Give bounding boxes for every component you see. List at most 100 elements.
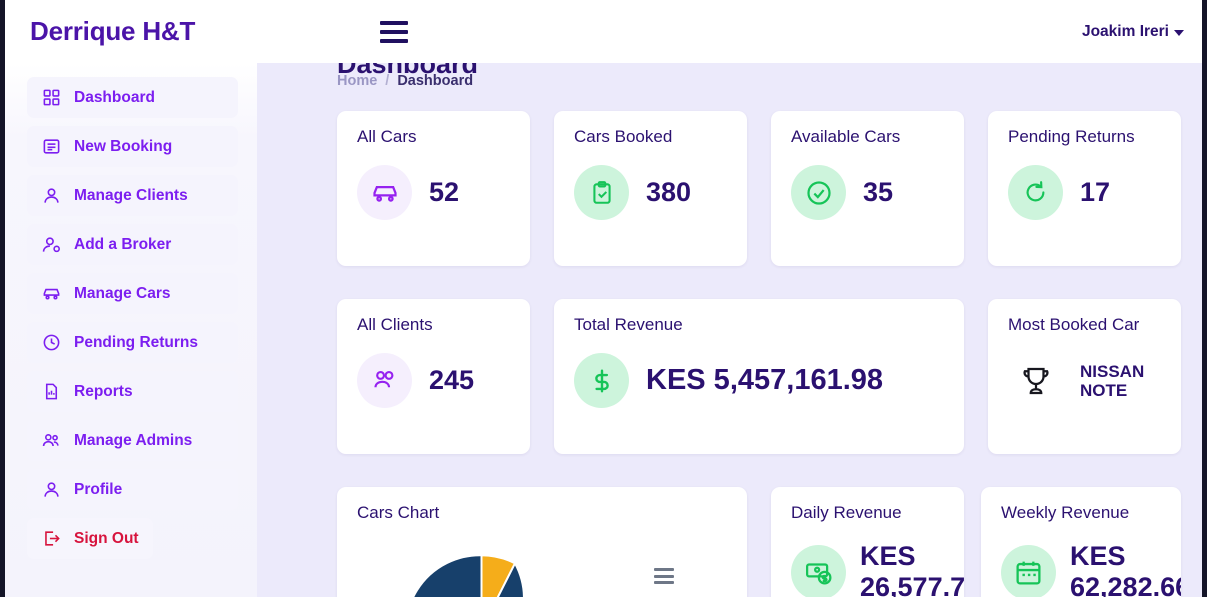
sidebar-label-manage-clients: Manage Clients <box>74 186 188 204</box>
sidebar-label-new-booking: New Booking <box>74 137 173 155</box>
sidebar-label-profile: Profile <box>74 480 123 498</box>
users-icon <box>374 370 394 388</box>
icon-bubble-daily-revenue <box>791 544 846 597</box>
sidebar-label-sign-out: Sign Out <box>74 529 139 547</box>
card-title-all-clients: All Clients <box>357 315 433 334</box>
card-body-available-cars: 35 <box>791 165 964 220</box>
card-title-total-revenue: Total Revenue <box>574 315 683 334</box>
refresh-icon <box>1026 181 1045 202</box>
stat-card-all-clients: All Clients 245 <box>337 299 530 454</box>
card-body-cars-booked: 380 <box>574 165 747 220</box>
icon-bubble-all-cars <box>357 165 412 220</box>
trophy-icon <box>1022 367 1049 394</box>
stat-card-pending-returns: Pending Returns 17 <box>988 111 1181 266</box>
card-title-cars-chart: Cars Chart <box>357 503 440 522</box>
main-content-area: Dashboard Home / Dashboard All Cars 52 C… <box>257 63 1202 597</box>
cars-chart-card: Cars Chart 8.4% Available Cars <box>337 487 747 597</box>
chart-menu-bar-2 <box>654 574 674 578</box>
icon-bubble-weekly-revenue <box>1001 544 1056 597</box>
pie-chart-area: 8.4% Available Cars <box>337 539 747 597</box>
card-body-pending-returns: 17 <box>1008 165 1181 220</box>
hamburger-icon[interactable] <box>380 20 409 43</box>
user-menu-label: Joakim Ireri <box>1081 22 1169 40</box>
sidebar-item-dashboard[interactable]: Dashboard <box>27 77 238 118</box>
sidebar-item-profile[interactable]: Profile <box>27 469 238 510</box>
stat-card-cars-booked: Cars Booked 380 <box>554 111 747 266</box>
sidebar-item-add-a-broker[interactable]: Add a Broker <box>27 224 238 265</box>
card-title-daily-revenue: Daily Revenue <box>791 503 902 522</box>
user-icon <box>44 188 59 203</box>
breadcrumb-separator: / <box>385 73 390 89</box>
icon-bubble-available-cars <box>791 165 846 220</box>
stat-card-most-booked-car: Most Booked Car NISSAN NOTE <box>988 299 1181 454</box>
clock-icon <box>43 334 60 351</box>
stat-card-total-revenue: Total Revenue KES 5,457,161.98 <box>554 299 964 454</box>
users-icon <box>42 434 59 447</box>
sidebar-label-add-a-broker: Add a Broker <box>74 235 172 253</box>
page-title: Dashboard <box>337 63 479 79</box>
icon-bubble-most-booked-car <box>1008 353 1063 408</box>
chevron-down-icon <box>1174 29 1184 36</box>
card-body-all-cars: 52 <box>357 165 530 220</box>
hamburger-bar-1 <box>380 20 409 25</box>
card-value-most-booked-car: NISSAN NOTE <box>1080 361 1145 400</box>
sidebar-item-manage-clients[interactable]: Manage Clients <box>27 175 238 216</box>
top-header-bar: Derrique H&T Joakim Ireri <box>5 0 1202 63</box>
sidebar-label-reports: Reports <box>74 382 133 400</box>
card-value-daily-revenue: KES 26,577.7 <box>860 541 964 597</box>
card-title-available-cars: Available Cars <box>791 127 901 146</box>
breadcrumb-home-link[interactable]: Home <box>337 73 378 89</box>
sidebar-label-pending-returns: Pending Returns <box>74 333 199 351</box>
sidebar-item-reports[interactable]: Reports <box>27 371 238 412</box>
card-value-weekly-revenue: KES 62,282.66 <box>1070 541 1181 597</box>
card-body-daily-revenue: KES 26,577.7 <box>791 541 964 597</box>
user-menu-dropdown[interactable]: Joakim Ireri <box>1082 23 1184 41</box>
card-title-all-cars: All Cars <box>357 127 417 146</box>
check-circle-icon <box>806 180 831 205</box>
chart-menu-bar-3 <box>654 581 674 584</box>
sidebar-label-manage-cars: Manage Cars <box>74 284 171 302</box>
sidebar-item-manage-cars[interactable]: Manage Cars <box>27 273 238 314</box>
sidebar-item-manage-admins[interactable]: Manage Admins <box>27 420 238 461</box>
icon-bubble-cars-booked <box>574 165 629 220</box>
card-title-weekly-revenue: Weekly Revenue <box>1001 503 1130 522</box>
card-body-all-clients: 245 <box>357 353 530 408</box>
pie-slice-other-cars[interactable] <box>406 554 483 597</box>
user-icon <box>44 482 59 497</box>
user-plus-icon <box>42 237 60 253</box>
calendar-icon <box>1016 561 1041 585</box>
card-title-most-booked-car: Most Booked Car <box>1008 315 1140 334</box>
sidebar-label-dashboard: Dashboard <box>74 88 155 106</box>
report-icon <box>45 383 58 400</box>
sidebar-item-new-booking[interactable]: New Booking <box>27 126 238 167</box>
form-icon <box>43 139 60 154</box>
card-title-cars-booked: Cars Booked <box>574 127 673 146</box>
pie-chart[interactable] <box>399 547 564 597</box>
card-value-all-cars: 52 <box>429 177 460 207</box>
dollar-icon <box>594 369 609 392</box>
car-icon <box>43 288 60 300</box>
sidebar-item-sign-out[interactable]: Sign Out <box>27 518 153 559</box>
app-brand-title: Derrique H&T <box>30 16 196 46</box>
breadcrumb-current: Dashboard <box>397 73 474 89</box>
card-value-all-clients: 245 <box>429 365 475 395</box>
hamburger-menu-icon[interactable] <box>654 568 674 584</box>
stat-card-daily-revenue: Daily Revenue KES 26,577.7 <box>771 487 964 597</box>
card-value-cars-booked: 380 <box>646 177 692 207</box>
stat-card-available-cars: Available Cars 35 <box>771 111 964 266</box>
chart-menu-bar-1 <box>654 568 674 571</box>
sidebar-navigation: Dashboard New Booking Manage Clients Add… <box>5 63 257 597</box>
hamburger-bar-3 <box>380 38 409 43</box>
sidebar-label-manage-admins: Manage Admins <box>74 431 193 449</box>
icon-bubble-total-revenue <box>574 353 629 408</box>
sidebar-item-pending-returns[interactable]: Pending Returns <box>27 322 238 363</box>
card-value-total-revenue: KES 5,457,161.98 <box>646 364 884 396</box>
card-value-available-cars: 35 <box>863 177 894 207</box>
logout-icon <box>45 531 60 546</box>
icon-bubble-pending-returns <box>1008 165 1063 220</box>
hamburger-bar-2 <box>380 29 409 34</box>
card-body-total-revenue: KES 5,457,161.98 <box>574 353 964 408</box>
breadcrumb: Home / Dashboard <box>337 73 473 89</box>
pie-slice-booked-cars[interactable] <box>414 561 525 597</box>
